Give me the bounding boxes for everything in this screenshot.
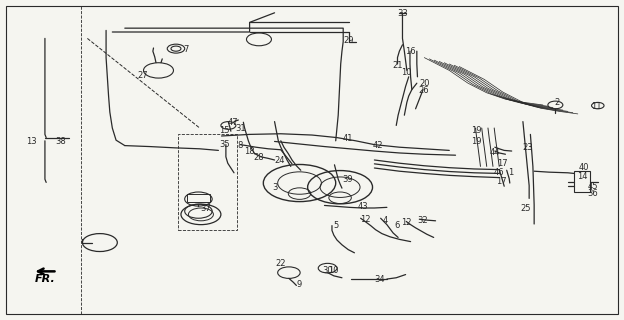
Text: 35: 35 — [219, 140, 230, 149]
Text: 19: 19 — [472, 126, 482, 135]
Text: 21: 21 — [392, 61, 402, 70]
Text: 25: 25 — [520, 204, 530, 213]
Text: 26: 26 — [418, 86, 429, 95]
Text: 44: 44 — [490, 148, 500, 156]
Text: 16: 16 — [404, 47, 416, 56]
Text: 10: 10 — [401, 68, 411, 76]
Text: 12: 12 — [401, 218, 411, 227]
Text: 42: 42 — [373, 141, 383, 150]
Text: 19: 19 — [472, 137, 482, 146]
Text: 5: 5 — [333, 221, 338, 230]
Text: 27: 27 — [137, 71, 148, 80]
Text: 37: 37 — [200, 204, 212, 213]
Text: 15: 15 — [220, 126, 230, 135]
Bar — [178, 134, 237, 230]
Text: 17: 17 — [495, 177, 507, 186]
Text: 4: 4 — [383, 216, 388, 225]
Text: 7: 7 — [183, 45, 188, 54]
Text: 43: 43 — [358, 202, 369, 211]
Text: 31: 31 — [235, 124, 246, 133]
Text: 39: 39 — [342, 175, 353, 184]
Text: 10: 10 — [328, 266, 338, 275]
Text: 18: 18 — [244, 147, 255, 156]
Text: 8: 8 — [237, 141, 242, 150]
Bar — [574, 171, 590, 192]
Text: 45: 45 — [588, 182, 598, 191]
Text: 22: 22 — [276, 259, 286, 268]
Text: FR.: FR. — [35, 274, 56, 284]
Text: 9: 9 — [296, 280, 301, 289]
Text: 11: 11 — [592, 102, 602, 111]
Text: 32: 32 — [417, 216, 429, 225]
Text: 33: 33 — [397, 9, 408, 18]
Text: 36: 36 — [587, 189, 598, 198]
Text: 20: 20 — [419, 79, 429, 88]
Text: 6: 6 — [394, 221, 399, 230]
Bar — [187, 194, 210, 202]
Text: 23: 23 — [522, 143, 533, 152]
Text: 40: 40 — [579, 163, 589, 172]
Text: 3: 3 — [272, 183, 277, 192]
Text: 14: 14 — [578, 172, 588, 180]
Text: 30: 30 — [322, 266, 333, 275]
Text: 46: 46 — [494, 168, 505, 177]
Text: 34: 34 — [374, 275, 385, 284]
Text: 2: 2 — [554, 98, 559, 107]
Text: 47: 47 — [227, 118, 238, 127]
Text: 17: 17 — [497, 159, 508, 168]
Text: 28: 28 — [253, 153, 265, 162]
Text: 38: 38 — [56, 137, 67, 146]
Text: 13: 13 — [26, 137, 37, 146]
Text: 1: 1 — [508, 168, 513, 177]
Text: 29: 29 — [343, 36, 353, 45]
Text: 12: 12 — [360, 215, 370, 224]
Text: 41: 41 — [343, 134, 353, 143]
Text: 24: 24 — [275, 156, 285, 165]
